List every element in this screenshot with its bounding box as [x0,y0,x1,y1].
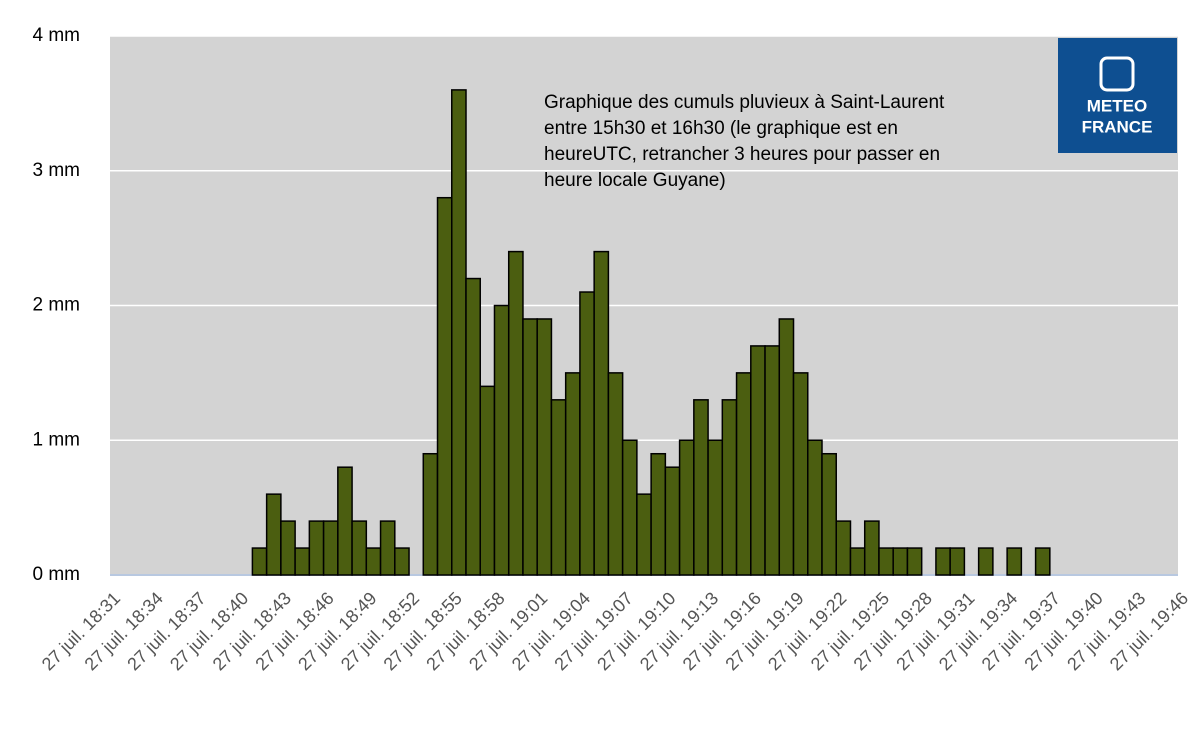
bar [878,547,894,576]
bar [1034,547,1051,576]
bar [507,250,524,576]
bar [977,547,994,576]
bar [778,318,795,576]
bar [493,304,510,576]
bar [721,399,738,576]
bar [265,493,282,576]
y-tick-label: 4 mm [33,25,81,46]
bar [479,385,496,576]
bar [835,520,852,576]
annotation: heureUTC, retrancher 3 heures pour passe… [544,144,940,165]
bar [394,547,410,576]
bar [280,520,296,576]
bar [621,439,638,576]
bar [294,547,311,576]
bar [422,452,439,576]
bar [707,439,724,576]
logo-text: FRANCE [1082,117,1153,136]
bar [892,547,909,576]
bar [322,520,339,576]
bar [436,196,453,576]
bar [935,547,951,576]
y-tick-label: 2 mm [33,295,81,316]
bar [351,520,368,576]
bar [451,89,467,576]
bar [949,547,966,576]
bar [465,277,481,576]
bar [906,547,923,576]
bar [792,372,809,576]
bar [807,439,823,576]
bar [379,520,396,576]
bar [863,520,880,576]
bar [607,372,624,576]
annotation: heure locale Guyane) [544,170,726,191]
bar [308,520,325,576]
bar [821,452,837,576]
bar [579,291,595,576]
bar [664,466,681,576]
bar [750,345,766,576]
bar [365,547,382,576]
bar [678,439,695,576]
annotation: entre 15h30 et 16h30 (le graphique est e… [544,118,898,139]
bar [522,318,538,576]
bar [849,547,866,576]
bar [536,318,553,576]
bar [764,345,781,576]
bar [693,399,709,576]
bar [636,493,652,576]
logo-text: METEO [1087,96,1147,115]
bar [593,250,610,576]
y-tick-label: 1 mm [33,429,81,450]
bar [337,466,353,576]
logo-icon [1099,56,1135,92]
y-tick-label: 0 mm [33,564,81,585]
bar [650,452,667,576]
bar [735,372,752,576]
bar [550,399,567,576]
y-tick-label: 3 mm [33,160,81,181]
bar [564,372,581,576]
bar [251,547,268,576]
bar [1006,547,1023,576]
annotation: Graphique des cumuls pluvieux à Saint-La… [544,92,945,113]
